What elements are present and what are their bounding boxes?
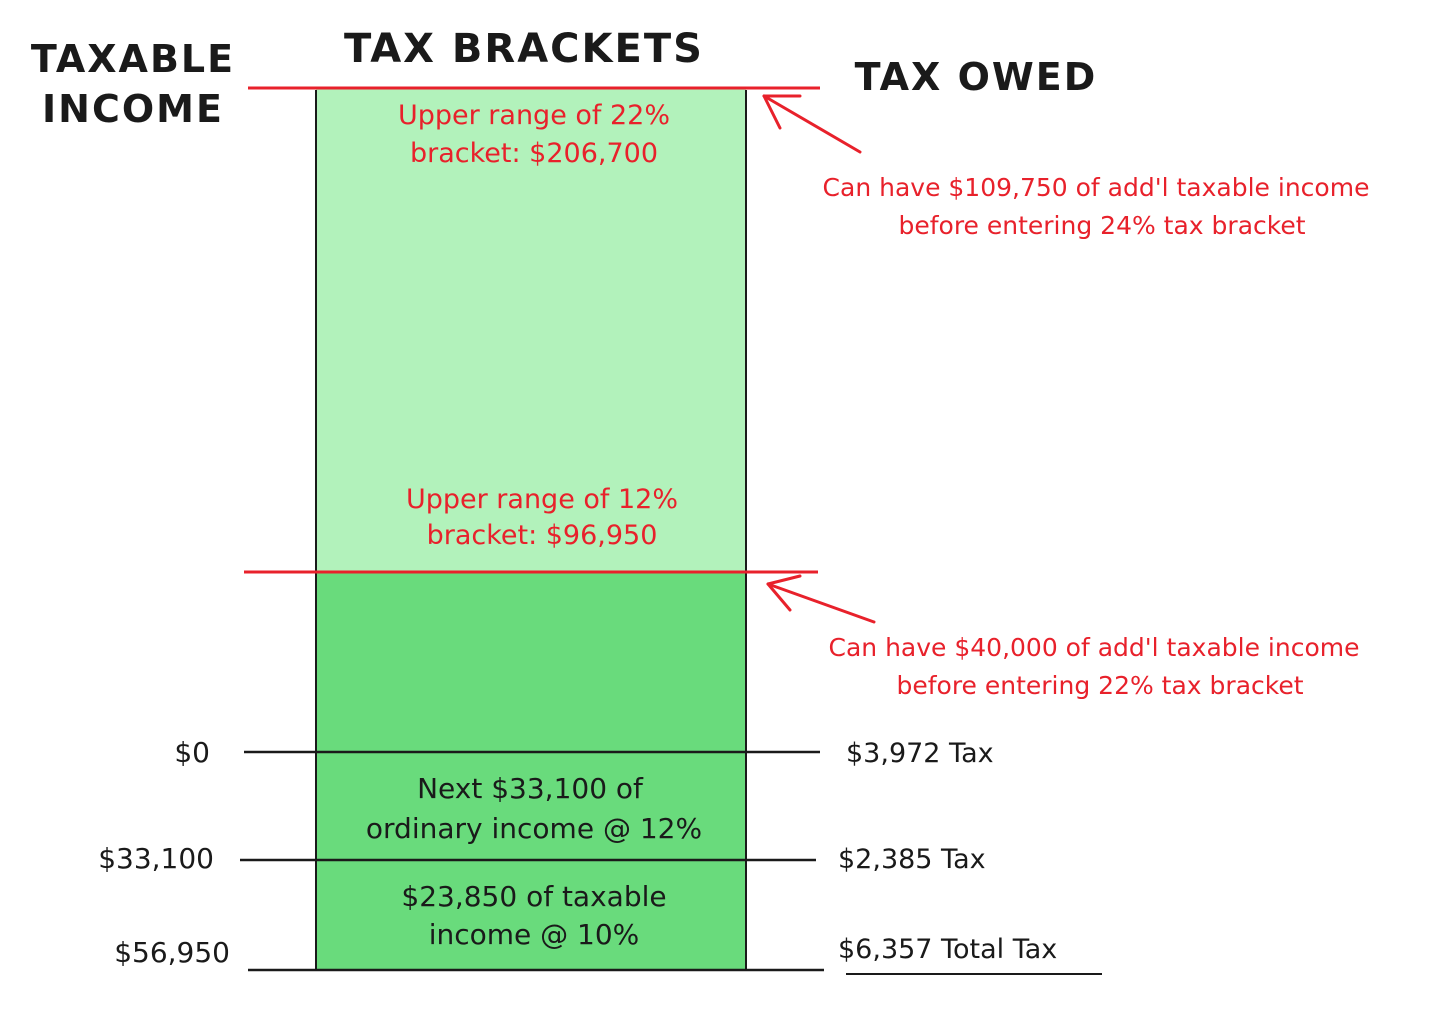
upper-12-label-line1: Upper range of 12% (406, 484, 678, 515)
upper-22-label-line1: Upper range of 22% (398, 100, 670, 131)
income-level-33100: $33,100 (98, 842, 214, 875)
first-10-label-line1: $23,850 of taxable (401, 880, 666, 913)
upper-22-label-line2: bracket: $206,700 (410, 138, 658, 169)
next-12-label-line2: ordinary income @ 12% (366, 812, 702, 845)
tax-owed-header: TAX OWED (855, 55, 1098, 99)
bracket-12-region (316, 572, 746, 970)
tax-brackets-header: TAX BRACKETS (344, 26, 704, 72)
taxable-income-header-line1: TAXABLE (31, 37, 235, 81)
tax-owed-total: $6,357 Total Tax (838, 934, 1057, 965)
first-10-label-line2: income @ 10% (429, 918, 640, 951)
room-24-annotation-line1: Can have $109,750 of add'l taxable incom… (823, 173, 1370, 202)
room-22-annotation-line2: before entering 22% tax bracket (896, 671, 1303, 700)
tax-owed-3972: $3,972 Tax (846, 738, 994, 769)
taxable-income-header-line2: INCOME (42, 87, 224, 131)
room-24-annotation-line2: before entering 24% tax bracket (898, 211, 1305, 240)
upper-12-label-line2: bracket: $96,950 (427, 520, 658, 551)
arrow-to-22-threshold (762, 94, 862, 154)
bracket-22-region (316, 88, 746, 572)
income-level-56950: $56,950 (114, 936, 230, 969)
room-22-annotation-line1: Can have $40,000 of add'l taxable income (829, 633, 1360, 662)
tax-owed-2385: $2,385 Tax (838, 844, 986, 875)
next-12-label-line1: Next $33,100 of (417, 772, 644, 805)
income-level-0: $0 (174, 736, 210, 769)
arrow-to-12-threshold (766, 574, 876, 624)
